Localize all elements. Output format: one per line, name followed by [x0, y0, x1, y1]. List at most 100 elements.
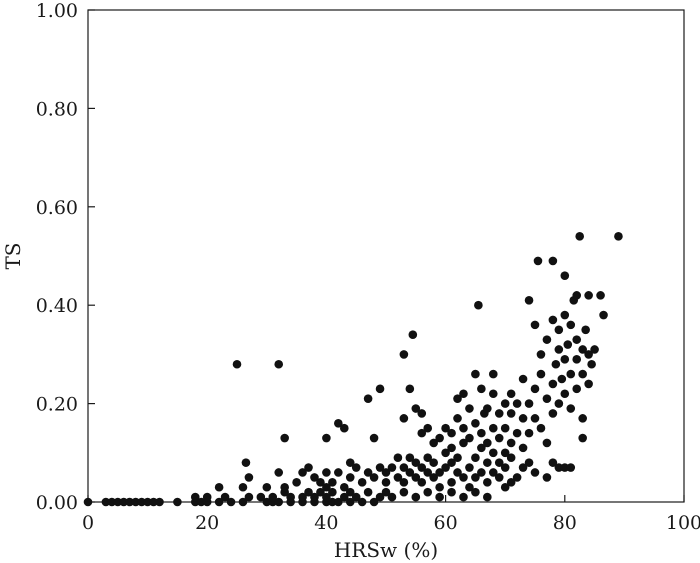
- data-point: [387, 492, 397, 502]
- data-point: [256, 492, 266, 502]
- data-point: [575, 232, 584, 241]
- data-point: [459, 438, 468, 448]
- data-point: [530, 468, 540, 477]
- data-point: [459, 423, 468, 433]
- data-point: [328, 487, 337, 497]
- data-point: [441, 423, 450, 433]
- y-tick-label: 0.20: [36, 394, 78, 416]
- data-point: [477, 384, 486, 394]
- data-point: [405, 468, 415, 477]
- data-point: [542, 473, 552, 482]
- data-point: [530, 384, 540, 394]
- data-point: [155, 497, 164, 507]
- data-point: [524, 399, 534, 408]
- data-point: [435, 482, 444, 492]
- data-point: [274, 468, 284, 477]
- data-point: [530, 320, 540, 330]
- data-point: [196, 497, 206, 507]
- data-point: [578, 369, 587, 379]
- data-point: [441, 463, 450, 472]
- plot-frame: [87, 9, 685, 503]
- y-axis-title: TS: [1, 242, 25, 269]
- y-tick-label: 0.60: [36, 197, 78, 219]
- data-point: [214, 497, 224, 507]
- data-point: [548, 315, 558, 325]
- data-point: [578, 414, 587, 423]
- data-point: [381, 468, 391, 477]
- data-point: [351, 463, 361, 472]
- data-point: [572, 355, 582, 364]
- data-point: [599, 310, 608, 320]
- data-point: [488, 468, 498, 477]
- data-point: [435, 468, 444, 477]
- data-point: [244, 473, 254, 482]
- data-point: [581, 325, 590, 335]
- y-tick-label: 0.80: [36, 98, 78, 120]
- data-point: [554, 399, 564, 408]
- data-point: [369, 497, 379, 507]
- data-point: [411, 492, 421, 502]
- data-point: [238, 482, 248, 492]
- data-point: [494, 458, 504, 467]
- data-point: [518, 414, 528, 423]
- data-point: [447, 478, 456, 487]
- data-point: [578, 433, 587, 443]
- data-point: [500, 423, 510, 433]
- data-point: [339, 423, 349, 433]
- data-point: [536, 423, 546, 433]
- data-point: [107, 497, 117, 507]
- data-point: [322, 433, 331, 443]
- data-point: [304, 463, 313, 472]
- data-point: [173, 497, 182, 507]
- data-point: [554, 345, 564, 354]
- data-point: [328, 497, 337, 507]
- data-point: [316, 478, 325, 487]
- data-point: [375, 492, 385, 502]
- data-point: [518, 443, 528, 453]
- data-point: [417, 409, 427, 418]
- data-point: [190, 492, 200, 502]
- data-point: [447, 487, 456, 497]
- data-point: [268, 492, 278, 502]
- data-point: [345, 473, 355, 482]
- data-point: [441, 448, 450, 458]
- data-point: [560, 463, 570, 472]
- data-point: [488, 389, 498, 399]
- data-point: [584, 291, 593, 300]
- data-point: [399, 487, 409, 497]
- data-point: [274, 359, 284, 369]
- data-point: [405, 453, 415, 463]
- data-point: [125, 497, 135, 507]
- data-point: [453, 453, 462, 463]
- data-point: [357, 478, 367, 487]
- data-point: [554, 325, 564, 335]
- x-axis-title: HRSw (%): [334, 538, 438, 562]
- data-point: [572, 384, 582, 394]
- data-point: [471, 369, 480, 379]
- data-point: [143, 497, 152, 507]
- data-point: [524, 428, 534, 438]
- data-point: [557, 374, 567, 384]
- data-point: [471, 487, 480, 497]
- data-point: [572, 291, 582, 300]
- data-point: [494, 433, 504, 443]
- data-point: [363, 487, 373, 497]
- data-point: [578, 345, 587, 354]
- data-point: [548, 256, 558, 266]
- data-point: [405, 384, 415, 394]
- y-tick-label: 0.00: [36, 492, 78, 514]
- data-point: [453, 414, 462, 423]
- data-point: [280, 433, 289, 443]
- data-point: [328, 478, 337, 487]
- data-point: [399, 414, 409, 423]
- data-point: [506, 438, 516, 448]
- data-point: [542, 394, 552, 403]
- x-tick-label: 100: [666, 512, 700, 534]
- data-point: [566, 404, 576, 413]
- data-point: [119, 497, 129, 507]
- data-point: [465, 463, 474, 472]
- data-point: [453, 394, 462, 403]
- data-point: [474, 300, 483, 310]
- data-point: [506, 478, 516, 487]
